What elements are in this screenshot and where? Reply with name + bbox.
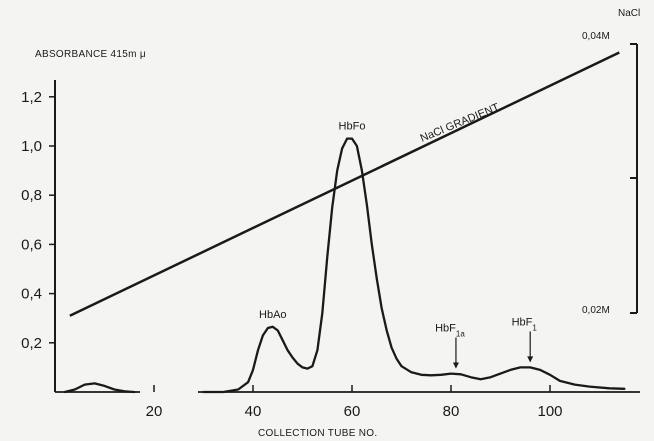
peak-label-subscript: 1 — [532, 323, 537, 332]
y-tick-label: 1,0 — [21, 138, 42, 155]
gradient-label: NaCl GRADIENT — [419, 101, 502, 144]
y-tick-label: 1,2 — [21, 89, 42, 106]
y-tick-label: 0,2 — [21, 335, 42, 352]
y-tick-label: 0,8 — [21, 187, 42, 204]
x-tick-label: 20 — [146, 403, 163, 420]
peak-label: HbF1 — [512, 316, 538, 332]
x-tick-label: 100 — [537, 403, 562, 420]
chart-marks: 0,2 0,4 0,6 0,8 1,0 1,2 20 40 60 80 100 HbAo HbFo HbF… — [21, 43, 640, 420]
peak-label: HbFo — [339, 121, 366, 133]
y-tick-label: 0,6 — [21, 236, 42, 253]
peak-label: HbAo — [259, 309, 287, 321]
peak-arrow-head — [527, 356, 534, 363]
absorbance-curve — [63, 137, 626, 394]
peak-label-subscript: 1a — [456, 329, 465, 338]
right-axis-title: NaCl — [618, 8, 640, 19]
right-tick-label-bottom: 0,02M — [582, 305, 610, 316]
peak-arrow-head — [452, 362, 459, 369]
x-axis-title: COLLECTION TUBE NO. — [258, 428, 377, 439]
x-tick-label: 80 — [443, 403, 460, 420]
y-tick-label: 0,4 — [21, 286, 42, 303]
peak-label: HbF1a — [435, 323, 465, 339]
nacl-gradient-line — [69, 51, 620, 317]
right-tick-label-top: 0,04M — [582, 31, 610, 42]
x-tick-label: 40 — [245, 403, 262, 420]
y-axis-title: ABSORBANCE 415m μ — [35, 49, 146, 60]
x-tick-label: 60 — [344, 403, 361, 420]
